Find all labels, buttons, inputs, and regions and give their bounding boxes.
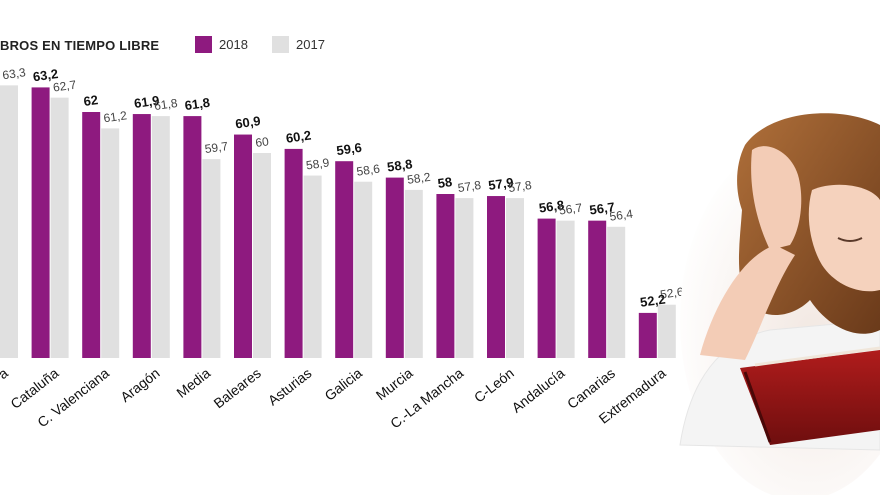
face-shape	[808, 184, 880, 292]
value-label-2017-andaluc-a: 56,7	[558, 200, 583, 217]
bar-2017-c-le-n	[506, 198, 524, 358]
value-label-2017-baleares: 60	[254, 134, 269, 150]
bar-2017-canarias	[607, 226, 626, 358]
value-label-2018-media: 61,8	[184, 95, 211, 113]
bar-2018-canarias	[588, 220, 607, 358]
bar-2017-c-valenciana	[101, 128, 120, 358]
bars-group	[0, 85, 676, 359]
value-label-2018-c-valenciana: 62	[83, 92, 99, 109]
value-label-2018-canarias: 56,7	[589, 199, 616, 217]
student-reading-book-photo	[679, 113, 880, 495]
category-label-murcia: Murcia	[373, 365, 416, 404]
category-label-asturias: Asturias	[265, 365, 315, 409]
value-label-2017-galicia: 58,6	[356, 162, 381, 179]
bar-2017-extremadura	[657, 304, 676, 358]
value-label-2017-arag-n: 61,8	[153, 96, 178, 113]
bar-2017-c-la-mancha	[455, 198, 474, 358]
bar-2018-extremadura	[638, 312, 657, 358]
value-label-2018-baleares: 60,9	[234, 113, 261, 131]
value-label-2018-murcia: 58,8	[386, 156, 413, 174]
category-label-media: Media	[173, 365, 213, 401]
hand-shape	[751, 146, 802, 250]
value-label-2018-asturias: 60,2	[285, 127, 312, 145]
legend-item-2018: 2018	[195, 35, 248, 53]
category-label-arag-n: Aragón	[117, 365, 162, 405]
value-label-2017-madrid: 63,3	[1, 65, 26, 82]
value-label-2017-catalu-a: 62,7	[52, 77, 77, 94]
value-label-2017-c-valenciana: 61,2	[103, 108, 128, 125]
value-label-2017-extremadura: 52,6	[659, 285, 684, 302]
book-cover-shape	[740, 350, 880, 445]
value-label-2018-galicia: 59,6	[336, 140, 363, 158]
bar-2017-arag-n	[151, 116, 170, 358]
value-label-2017-murcia: 58,2	[406, 170, 431, 187]
value-label-2017-c-la-mancha: 57,8	[457, 178, 482, 195]
bar-2017-andaluc-a	[556, 220, 575, 358]
arm-shape	[700, 245, 795, 360]
category-label-madrid: a	[0, 365, 11, 383]
bar-2017-asturias	[303, 175, 322, 358]
value-label-2017-media: 59,7	[204, 139, 229, 156]
legend-swatch-2018	[195, 35, 212, 53]
value-label-2018-c-le-n: 57,9	[487, 175, 514, 193]
bar-2018-andaluc-a	[537, 218, 556, 358]
value-label-2018-extremadura: 52,2	[639, 291, 666, 309]
book-pages-shape	[754, 346, 880, 367]
bar-2017-media	[202, 159, 221, 358]
chart-title: BROS EN TIEMPO LIBRE	[0, 38, 160, 53]
bar-2017-catalu-a	[50, 97, 69, 359]
value-label-2018-catalu-a: 63,2	[32, 66, 59, 84]
bar-2017-madrid	[0, 85, 18, 358]
category-label-c-le-n: C-León	[471, 365, 517, 406]
bar-2017-murcia	[404, 189, 423, 358]
bar-2018-baleares	[234, 134, 252, 358]
bar-2018-asturias	[284, 148, 303, 358]
bar-2017-galicia	[354, 181, 373, 358]
book-spine-shape	[743, 371, 772, 443]
legend-label-2018: 2018	[219, 36, 248, 52]
bar-2018-arag-n	[132, 114, 151, 358]
value-label-2017-c-le-n: 57,8	[507, 178, 532, 195]
category-label-baleares: Baleares	[210, 365, 263, 412]
bar-2018-catalu-a	[31, 87, 50, 359]
bar-2018-c-valenciana	[82, 112, 101, 358]
value-label-2018-arag-n: 61,9	[133, 93, 160, 111]
bar-2018-c-la-mancha	[436, 194, 455, 358]
bar-2018-c-le-n	[487, 196, 505, 358]
legend-swatch-2017	[272, 35, 289, 53]
closed-eye-shape	[837, 237, 863, 242]
bar-2018-murcia	[385, 177, 404, 358]
value-label-2017-asturias: 58,9	[305, 155, 330, 172]
value-label-2018-c-la-mancha: 58	[437, 174, 453, 191]
category-label-galicia: Galicia	[321, 365, 365, 404]
legend-label-2017: 2017	[296, 36, 325, 52]
legend-item-2017: 2017	[272, 35, 325, 53]
bar-2017-baleares	[253, 153, 271, 358]
value-labels-group: 363,363,262,76261,261,961,861,859,760,96…	[1, 65, 684, 310]
bar-2018-galicia	[335, 161, 354, 358]
category-label-andaluc-a: Andalucía	[509, 365, 568, 416]
value-label-2017-canarias: 56,4	[609, 207, 634, 224]
bar-2018-media	[183, 116, 202, 358]
value-label-2018-andaluc-a: 56,8	[538, 197, 565, 215]
